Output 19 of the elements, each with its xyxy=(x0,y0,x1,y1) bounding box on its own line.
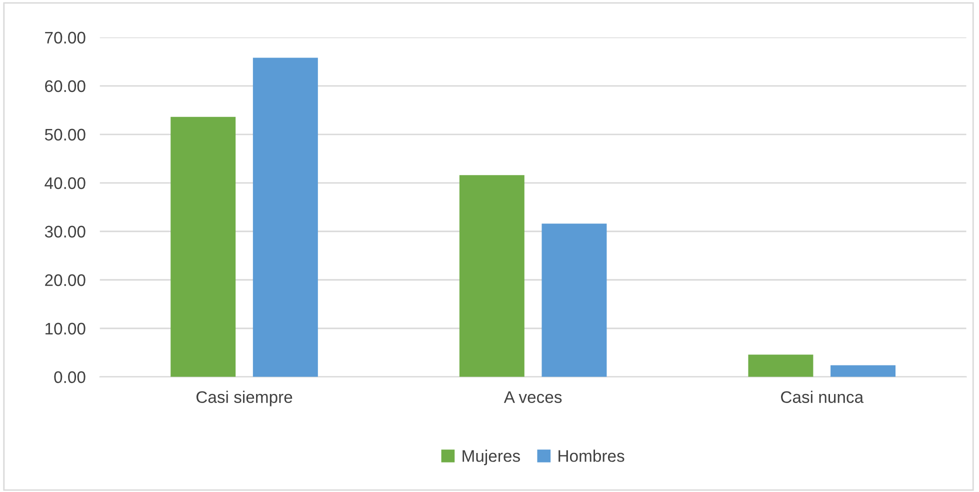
legend-label: Hombres xyxy=(558,450,624,462)
legend-label: Mujeres xyxy=(462,450,520,466)
bar xyxy=(830,365,896,377)
y-tick-label: 20.00 xyxy=(45,274,86,286)
bar xyxy=(170,116,236,377)
bar xyxy=(459,175,524,377)
bar xyxy=(542,224,607,377)
bar xyxy=(748,354,814,377)
x-tick-label: Casi nunca xyxy=(781,390,864,404)
y-tick-label: 0.00 xyxy=(54,371,86,384)
y-tick-label: 50.00 xyxy=(44,128,86,141)
y-tick-label: 40.00 xyxy=(44,177,86,190)
x-tick-label: Casi siempre xyxy=(196,390,292,406)
bar xyxy=(252,58,318,377)
x-tick-label: A veces xyxy=(504,391,562,404)
y-tick-label: 60.00 xyxy=(45,80,86,92)
y-tick-label: 10.00 xyxy=(46,322,86,335)
y-tick-label: 30.00 xyxy=(44,226,86,238)
y-tick-label: 70.00 xyxy=(45,32,86,44)
